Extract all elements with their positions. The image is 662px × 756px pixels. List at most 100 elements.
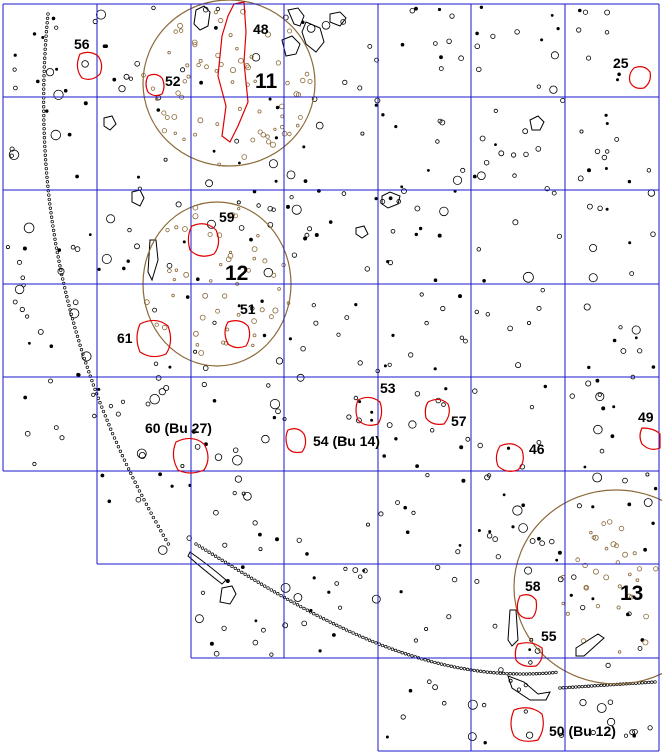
star <box>22 246 27 251</box>
star <box>168 365 172 369</box>
object-label-58[interactable]: 58 <box>525 578 541 594</box>
star <box>646 168 652 173</box>
star <box>424 627 429 632</box>
cluster-star <box>165 228 170 233</box>
star <box>458 544 462 547</box>
cluster-star <box>635 578 640 582</box>
cluster-star <box>265 139 272 145</box>
star <box>435 397 442 404</box>
object-label-48[interactable]: 48 <box>253 21 269 37</box>
trail-point <box>475 669 480 673</box>
trail-point <box>586 684 591 688</box>
star <box>579 129 584 134</box>
trail-point <box>299 604 303 609</box>
object-label-53[interactable]: 53 <box>380 380 396 396</box>
star <box>74 246 81 252</box>
star <box>92 18 98 25</box>
star <box>97 267 101 271</box>
star <box>182 240 186 244</box>
trail-point <box>59 268 63 272</box>
object-label-49[interactable]: 49 <box>638 409 654 425</box>
trail-point <box>367 638 372 642</box>
star <box>343 566 348 572</box>
star <box>651 365 656 369</box>
object-label-51[interactable]: 51 <box>240 301 256 317</box>
cluster-star <box>273 127 277 131</box>
star <box>367 44 373 49</box>
object-label-46[interactable]: 46 <box>529 441 545 457</box>
cluster-label-12[interactable]: 12 <box>225 262 248 285</box>
star <box>275 357 284 365</box>
cluster-star <box>257 109 262 114</box>
star <box>252 639 259 646</box>
star <box>627 502 632 507</box>
object-label-61[interactable]: 61 <box>117 330 133 346</box>
object-label-25[interactable]: 25 <box>613 55 629 71</box>
object-label-60[interactable]: 60 (Bu 27) <box>145 420 212 436</box>
cluster-star <box>229 67 236 74</box>
cluster-star <box>185 63 190 68</box>
cluster-star <box>177 22 184 29</box>
trail-point <box>325 618 329 623</box>
star <box>155 375 162 381</box>
star <box>249 306 255 311</box>
trail-point <box>42 118 46 122</box>
object-label-55[interactable]: 55 <box>541 628 557 644</box>
trail-point <box>43 158 48 162</box>
object-label-52[interactable]: 52 <box>165 73 181 89</box>
object-label-57[interactable]: 57 <box>451 413 467 429</box>
cluster-star <box>198 58 203 63</box>
star <box>194 444 201 450</box>
star <box>234 475 242 483</box>
cluster-star <box>196 62 201 68</box>
cluster-star <box>237 207 241 211</box>
star <box>288 337 292 341</box>
object-label-59[interactable]: 59 <box>219 209 235 225</box>
trail-point <box>449 664 453 668</box>
cluster-star <box>167 50 171 55</box>
star <box>48 378 53 384</box>
cluster-label-11[interactable]: 11 <box>255 70 278 93</box>
star <box>362 569 366 572</box>
object-59-outline <box>187 223 220 257</box>
cluster-star <box>260 132 266 138</box>
star <box>374 103 378 107</box>
trail-point <box>105 418 109 422</box>
star <box>285 204 290 209</box>
trail-point <box>133 480 137 484</box>
star <box>444 387 448 391</box>
trail-point <box>43 153 47 157</box>
object-label-56[interactable]: 56 <box>74 36 90 52</box>
star <box>540 38 544 42</box>
cluster-label-13[interactable]: 13 <box>620 582 643 605</box>
cluster-star <box>178 28 184 33</box>
feature-outline <box>193 5 211 31</box>
trail-point <box>56 255 60 259</box>
star <box>19 306 25 313</box>
trail-point <box>640 681 644 685</box>
star <box>96 9 107 20</box>
star <box>346 414 352 420</box>
star <box>586 55 592 61</box>
cluster-star <box>272 307 279 314</box>
trail-point <box>443 663 447 667</box>
trail-point <box>371 639 375 644</box>
star <box>474 43 481 50</box>
trail-point <box>62 281 66 286</box>
star <box>455 549 461 555</box>
star <box>605 207 609 211</box>
star <box>591 597 595 601</box>
object-label-54[interactable]: 54 (Bu 14) <box>313 433 380 449</box>
cluster-star <box>251 246 258 253</box>
star <box>585 380 592 387</box>
star <box>201 381 207 388</box>
trail-point <box>263 584 267 588</box>
star <box>45 68 55 77</box>
star <box>430 428 435 433</box>
star <box>175 201 182 208</box>
star <box>591 505 595 509</box>
star <box>251 53 261 62</box>
star <box>512 505 523 516</box>
object-label-50[interactable]: 50 (Bu 12) <box>549 723 616 739</box>
star <box>418 226 423 231</box>
